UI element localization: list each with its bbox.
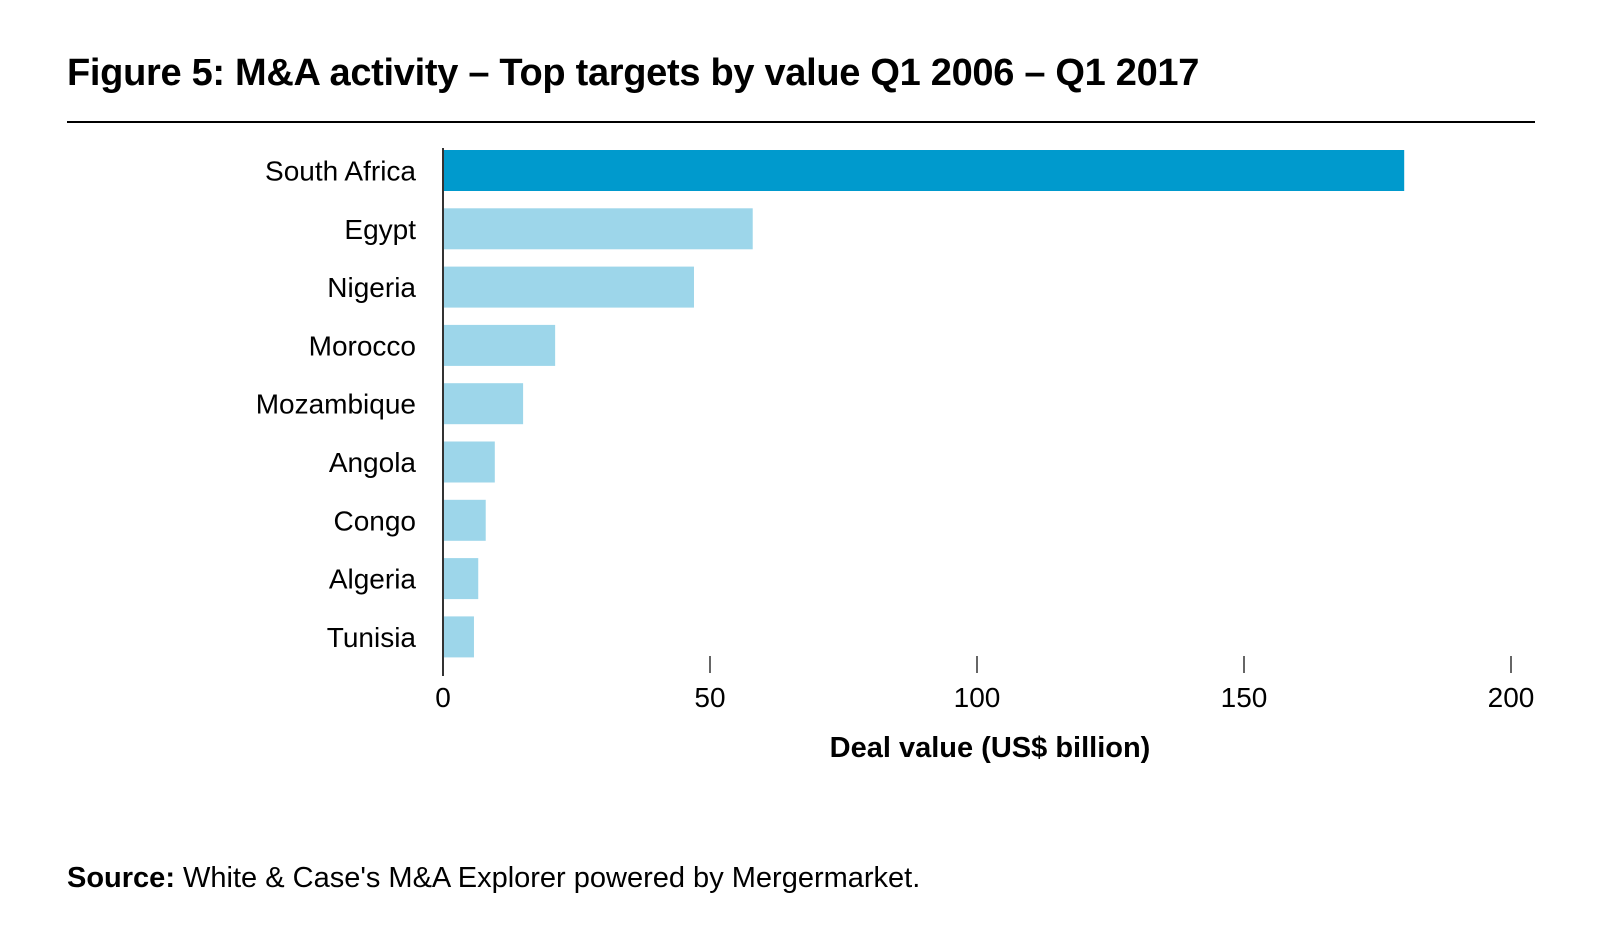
source-note: Source: White & Case's M&A Explorer powe…: [67, 862, 920, 895]
category-label: Nigeria: [327, 272, 416, 303]
x-tick-label: 150: [1221, 682, 1268, 713]
x-tick-label: 50: [694, 682, 725, 713]
category-label: Morocco: [309, 330, 416, 361]
bar-congo: [443, 499, 486, 541]
category-label: South Africa: [265, 156, 416, 187]
x-tick-label: 0: [435, 682, 451, 713]
x-tick-label: 100: [954, 682, 1001, 713]
x-axis-title: Deal value (US$ billion): [830, 732, 1151, 764]
bar-morocco: [443, 324, 556, 366]
bar-south-africa: [443, 150, 1405, 191]
category-label: Congo: [333, 505, 416, 536]
bar-nigeria: [443, 266, 694, 308]
bar-tunisia: [443, 616, 474, 658]
bar-egypt: [443, 208, 753, 250]
source-label: Source:: [67, 862, 175, 894]
category-label: Angola: [329, 447, 417, 478]
source-text: White & Case's M&A Explorer powered by M…: [174, 862, 921, 894]
bar-mozambique: [443, 383, 524, 425]
bar-angola: [443, 441, 495, 483]
category-label: Tunisia: [327, 622, 417, 653]
chart-title: Figure 5: M&A activity – Top targets by …: [67, 52, 1200, 94]
category-label: Algeria: [329, 564, 417, 595]
x-tick-label: 200: [1488, 682, 1535, 713]
title-divider: [67, 121, 1535, 123]
category-label: Egypt: [344, 214, 416, 245]
category-label: Mozambique: [256, 389, 416, 420]
bar-algeria: [443, 558, 479, 600]
